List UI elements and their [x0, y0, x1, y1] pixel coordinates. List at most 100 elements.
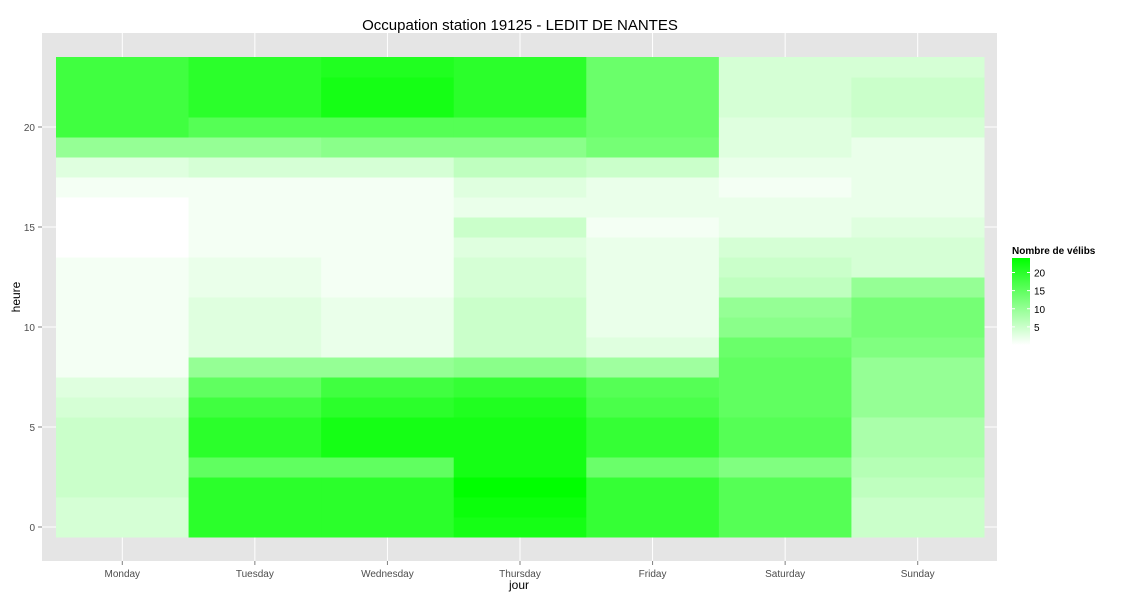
heatmap-cell [851, 197, 985, 218]
heatmap-cell [56, 257, 190, 278]
heatmap-cell [453, 297, 587, 318]
legend-tick-label: 20 [1034, 269, 1046, 280]
heatmap-cell [586, 517, 720, 538]
heatmap-cell [586, 437, 720, 458]
heatmap-cell [453, 57, 587, 78]
heatmap-cell [56, 137, 190, 158]
heatmap-cell [321, 297, 455, 318]
heatmap-cell [56, 117, 190, 138]
heatmap-cell [586, 117, 720, 138]
heatmap-cell [188, 177, 322, 198]
heatmap-cell [586, 417, 720, 438]
heatmap-cell [56, 357, 190, 378]
heatmap-cell [453, 457, 587, 478]
heatmap-cell [586, 177, 720, 198]
heatmap-cell [453, 517, 587, 538]
heatmap-cell [851, 497, 985, 518]
heatmap-cell [56, 237, 190, 258]
heatmap-cell [188, 197, 322, 218]
heatmap-cell [718, 237, 852, 258]
heatmap-cell [586, 497, 720, 518]
legend-tick-label: 15 [1034, 287, 1046, 298]
heatmap-cell [586, 137, 720, 158]
legend-title: Nombre de vélibs [1012, 246, 1096, 257]
heatmap-cell [586, 457, 720, 478]
heatmap-cell [188, 237, 322, 258]
heatmap-cell [56, 177, 190, 198]
heatmap-cell [188, 57, 322, 78]
legend-ticks: 5 10 15 20 [1012, 269, 1046, 334]
heatmap-cell [851, 297, 985, 318]
heatmap-cell [188, 397, 322, 418]
y-tick-label: 10 [24, 323, 36, 334]
heatmap-cell [718, 217, 852, 238]
heatmap-cells [56, 57, 985, 538]
heatmap-cell [453, 257, 587, 278]
heatmap-cell [453, 337, 587, 358]
heatmap-cell [718, 277, 852, 298]
heatmap-cell [321, 217, 455, 238]
heatmap-cell [321, 377, 455, 398]
heatmap-cell [851, 417, 985, 438]
heatmap-cell [56, 57, 190, 78]
heatmap-cell [321, 477, 455, 498]
heatmap-cell [586, 317, 720, 338]
heatmap-cell [321, 237, 455, 258]
heatmap-cell [188, 217, 322, 238]
heatmap-cell [321, 277, 455, 298]
heatmap-cell [321, 397, 455, 418]
heatmap-cell [56, 197, 190, 218]
heatmap-cell [718, 477, 852, 498]
heatmap-cell [453, 437, 587, 458]
heatmap-cell [718, 297, 852, 318]
heatmap-cell [453, 377, 587, 398]
heatmap-cell [718, 117, 852, 138]
heatmap-cell [56, 77, 190, 98]
heatmap-cell [56, 477, 190, 498]
heatmap-cell [321, 257, 455, 278]
heatmap-cell [188, 157, 322, 178]
heatmap-cell [321, 57, 455, 78]
heatmap-cell [188, 137, 322, 158]
heatmap-cell [321, 137, 455, 158]
heatmap-cell [453, 197, 587, 218]
y-tick-label: 15 [24, 223, 36, 234]
heatmap-cell [321, 317, 455, 338]
heatmap-cell [321, 157, 455, 178]
heatmap-cell [453, 417, 587, 438]
heatmap-cell [56, 417, 190, 438]
heatmap-cell [586, 277, 720, 298]
heatmap-cell [321, 197, 455, 218]
heatmap-cell [56, 497, 190, 518]
heatmap-cell [586, 337, 720, 358]
heatmap-cell [453, 237, 587, 258]
heatmap-cell [56, 517, 190, 538]
heatmap-cell [321, 437, 455, 458]
heatmap-cell [586, 77, 720, 98]
heatmap-cell [851, 217, 985, 238]
heatmap-cell [188, 257, 322, 278]
y-axis-title: heure [9, 281, 23, 312]
heatmap-cell [718, 377, 852, 398]
heatmap-cell [851, 117, 985, 138]
heatmap-cell [718, 457, 852, 478]
x-tick-label: Friday [639, 569, 667, 580]
heatmap-cell [586, 97, 720, 118]
heatmap-cell [586, 377, 720, 398]
heatmap-cell [56, 157, 190, 178]
heatmap-cell [321, 77, 455, 98]
heatmap-cell [188, 437, 322, 458]
heatmap-cell [56, 437, 190, 458]
heatmap-cell [188, 317, 322, 338]
heatmap-cell [321, 337, 455, 358]
heatmap-cell [586, 357, 720, 378]
heatmap-cell [453, 157, 587, 178]
heatmap-cell [188, 297, 322, 318]
heatmap-cell [851, 137, 985, 158]
y-axis: 0 5 10 15 20 [24, 123, 42, 534]
heatmap-cell [718, 317, 852, 338]
heatmap-cell [188, 377, 322, 398]
x-tick-label: Saturday [765, 569, 805, 580]
heatmap-cell [718, 337, 852, 358]
y-tick-label: 20 [24, 123, 36, 134]
